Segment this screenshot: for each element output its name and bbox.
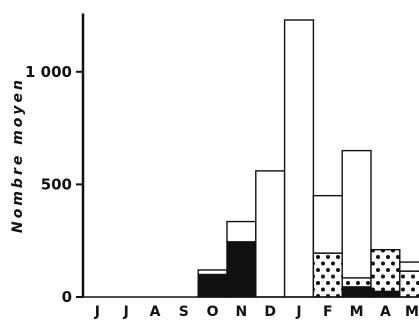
y-axis-label: Nombre moyen bbox=[10, 77, 26, 233]
bar-open-5 bbox=[226, 220, 257, 243]
x-tick-label-0: J bbox=[94, 304, 100, 320]
bar-dotted-11 bbox=[399, 270, 419, 298]
x-tick-label-11: M bbox=[405, 304, 419, 320]
bar-open-4 bbox=[197, 269, 228, 276]
x-tick-label-7: J bbox=[295, 304, 301, 320]
bar-solid-10 bbox=[370, 290, 401, 298]
x-tick-label-2: A bbox=[150, 304, 161, 320]
bar-solid-4 bbox=[197, 273, 228, 298]
x-tick-label-10: A bbox=[380, 304, 391, 320]
y-tick-label-2: 1 000 bbox=[25, 63, 72, 81]
bar-open-9 bbox=[341, 149, 372, 279]
x-tick-label-3: S bbox=[179, 304, 189, 320]
bar-open-8 bbox=[312, 194, 343, 254]
bar-solid-5 bbox=[226, 241, 257, 298]
x-tick-label-6: D bbox=[264, 304, 276, 320]
x-tick-label-9: M bbox=[350, 304, 364, 320]
bar-open-7 bbox=[283, 19, 315, 298]
bar-dotted-8 bbox=[312, 252, 343, 298]
bar-dotted-10 bbox=[370, 249, 401, 293]
bar-dotted-9 bbox=[341, 277, 372, 288]
y-tick-label-0: 0 bbox=[62, 288, 72, 306]
x-tick-label-1: J bbox=[123, 304, 129, 320]
bar-open-6 bbox=[255, 170, 286, 298]
y-tick-label-1: 500 bbox=[41, 175, 72, 193]
bars-layer bbox=[197, 19, 419, 298]
x-tick-label-8: F bbox=[323, 304, 333, 320]
bar-solid-9 bbox=[341, 286, 372, 298]
x-tick-label-4: O bbox=[207, 304, 219, 320]
x-tick-label-5: N bbox=[236, 304, 248, 320]
bar-open-11 bbox=[399, 261, 419, 272]
y-ticks-layer: 0 500 1 000 bbox=[25, 63, 83, 306]
